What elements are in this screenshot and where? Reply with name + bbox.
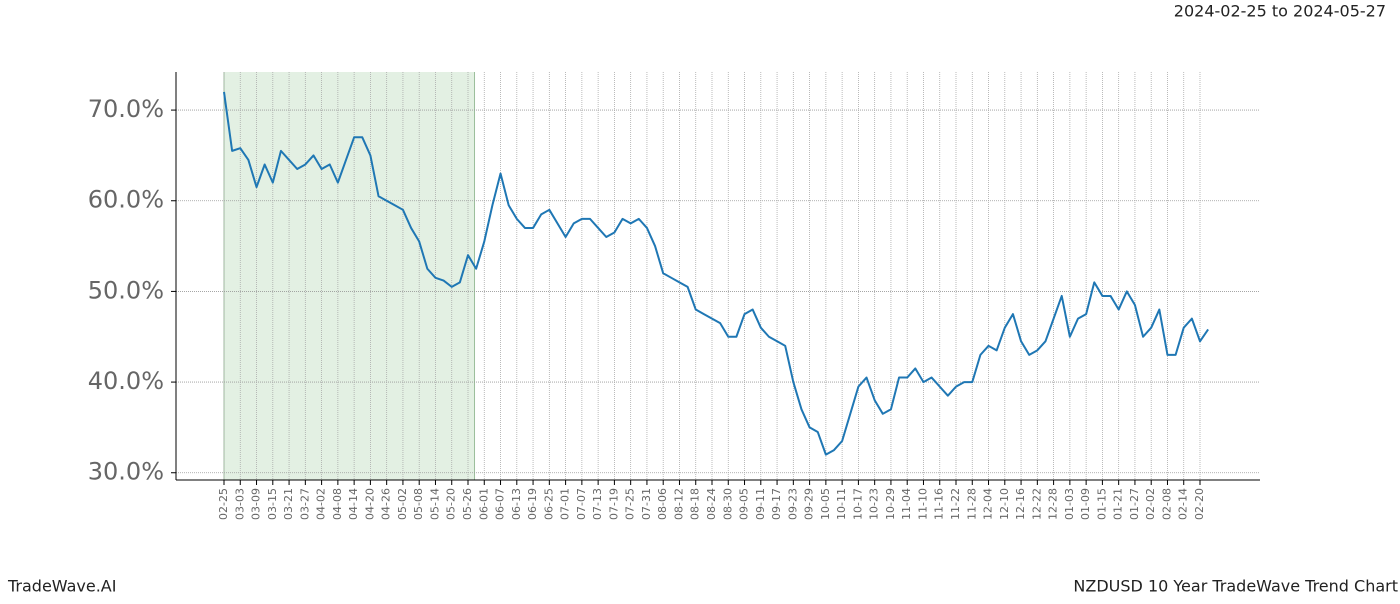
x-tick-label: 11-16 <box>933 488 946 520</box>
footer-left: TradeWave.AI <box>7 577 116 596</box>
x-tick-label: 04-08 <box>331 488 344 520</box>
x-tick-label: 04-02 <box>315 488 328 520</box>
x-tick-label: 06-07 <box>494 488 507 520</box>
x-tick-label: 07-19 <box>607 488 620 520</box>
x-tick-label: 05-26 <box>461 488 474 520</box>
x-tick-label: 12-22 <box>1030 488 1043 520</box>
x-tick-label: 09-29 <box>803 488 816 520</box>
x-tick-label: 11-28 <box>965 488 978 520</box>
x-tick-label: 05-14 <box>428 488 441 520</box>
x-tick-label: 07-25 <box>624 488 637 520</box>
x-tick-label: 05-02 <box>396 488 409 520</box>
x-tick-label: 05-20 <box>445 488 458 520</box>
x-tick-label: 03-15 <box>266 488 279 520</box>
y-tick-label: 70.0% <box>88 95 164 123</box>
x-tick-label: 12-16 <box>1014 488 1027 520</box>
x-tick-label: 06-01 <box>477 488 490 520</box>
x-tick-label: 01-03 <box>1063 488 1076 520</box>
x-tick-label: 06-25 <box>542 488 555 520</box>
x-tick-label: 03-03 <box>233 488 246 520</box>
x-tick-label: 08-06 <box>656 488 669 520</box>
x-tick-label: 08-30 <box>721 488 734 520</box>
x-tick-label: 02-14 <box>1177 488 1190 520</box>
x-tick-label: 10-05 <box>819 488 832 520</box>
x-tick-label: 10-11 <box>835 488 848 520</box>
x-tick-label: 10-29 <box>884 488 897 520</box>
x-tick-label: 04-26 <box>380 488 393 520</box>
x-tick-label: 01-27 <box>1128 488 1141 520</box>
x-tick-label: 08-24 <box>705 488 718 520</box>
x-tick-label: 11-04 <box>900 488 913 520</box>
x-tick-label: 05-08 <box>412 488 425 520</box>
x-tick-label: 01-09 <box>1079 488 1092 520</box>
x-tick-label: 12-28 <box>1047 488 1060 520</box>
x-tick-label: 03-27 <box>298 488 311 520</box>
y-tick-label: 40.0% <box>88 367 164 395</box>
x-tick-label: 04-14 <box>347 488 360 520</box>
x-tick-label: 11-22 <box>949 488 962 520</box>
x-tick-label: 10-17 <box>851 488 864 520</box>
x-tick-label: 10-23 <box>868 488 881 520</box>
y-tick-label: 60.0% <box>88 186 164 214</box>
y-tick-label: 30.0% <box>88 458 164 486</box>
footer-right: NZDUSD 10 Year TradeWave Trend Chart <box>1073 577 1398 596</box>
highlight-region <box>224 72 475 480</box>
y-tick-label: 50.0% <box>88 276 164 304</box>
x-tick-label: 09-11 <box>754 488 767 520</box>
x-tick-label: 07-31 <box>640 488 653 520</box>
x-tick-label: 04-20 <box>363 488 376 520</box>
x-tick-label: 09-05 <box>738 488 751 520</box>
x-tick-label: 07-01 <box>559 488 572 520</box>
x-tick-label: 09-23 <box>786 488 799 520</box>
x-tick-label: 09-17 <box>770 488 783 520</box>
x-tick-label: 07-07 <box>575 488 588 520</box>
x-tick-label: 12-10 <box>998 488 1011 520</box>
x-tick-label: 07-13 <box>591 488 604 520</box>
x-tick-label: 02-25 <box>217 488 230 520</box>
x-tick-label: 02-02 <box>1144 488 1157 520</box>
line-series <box>223 91 1209 456</box>
x-tick-label: 08-12 <box>672 488 685 520</box>
x-tick-label: 01-21 <box>1112 488 1125 520</box>
x-tick-label: 02-08 <box>1160 488 1173 520</box>
chart-subtitle: 2024-02-25 to 2024-05-27 <box>1174 2 1386 21</box>
x-tick-label: 11-10 <box>916 488 929 520</box>
x-tick-label: 02-20 <box>1193 488 1206 520</box>
x-tick-label: 06-19 <box>526 488 539 520</box>
x-tick-label: 03-09 <box>250 488 263 520</box>
x-tick-label: 08-18 <box>689 488 702 520</box>
x-tick-label: 06-13 <box>510 488 523 520</box>
x-tick-label: 03-21 <box>282 488 295 520</box>
x-tick-label: 12-04 <box>982 488 995 520</box>
x-tick-label: 01-15 <box>1095 488 1108 520</box>
